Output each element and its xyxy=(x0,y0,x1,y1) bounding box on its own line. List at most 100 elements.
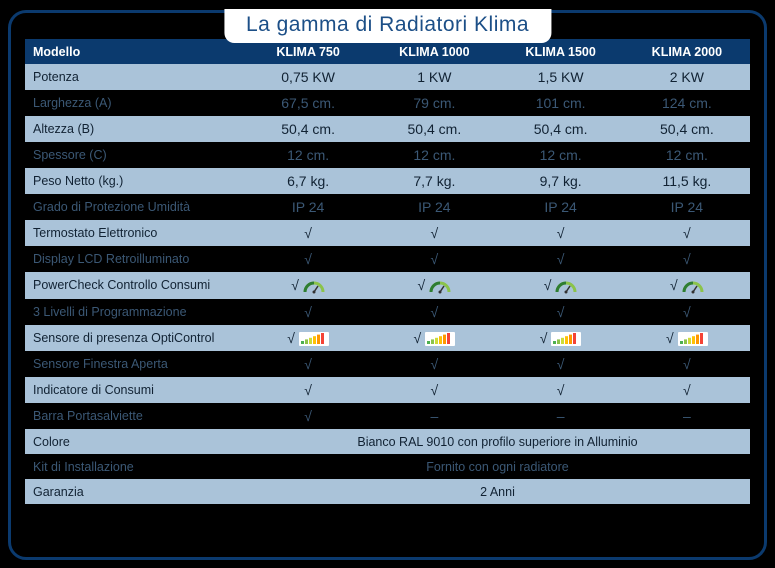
row-cell: √ xyxy=(371,220,497,246)
row-cell: 1,5 KW xyxy=(498,64,624,90)
row-cell: 9,7 kg. xyxy=(498,168,624,194)
row-cell: 0,75 KW xyxy=(245,64,371,90)
bars-icon xyxy=(425,332,455,346)
row-cell: √ xyxy=(624,377,750,403)
gauge-icon xyxy=(303,280,325,294)
row-span-value: Bianco RAL 9010 con profilo superiore in… xyxy=(245,429,750,454)
table-row: Grado di Protezione UmiditàIP 24IP 24IP … xyxy=(25,194,750,220)
table-row: Spessore (C)12 cm.12 cm.12 cm.12 cm. xyxy=(25,142,750,168)
row-cell: √ xyxy=(371,377,497,403)
table-row: 3 Livelli di Programmazione√√√√ xyxy=(25,299,750,325)
row-cell: √ xyxy=(245,403,371,429)
row-cell: √ xyxy=(498,351,624,377)
row-label: PowerCheck Controllo Consumi xyxy=(25,272,245,299)
row-cell: √ xyxy=(624,272,750,299)
col-header: Modello xyxy=(25,39,245,64)
spec-panel: La gamma di Radiatori Klima Modello KLIM… xyxy=(8,10,767,560)
row-cell: √ xyxy=(245,377,371,403)
row-cell: 101 cm. xyxy=(498,90,624,116)
row-cell: 2 KW xyxy=(624,64,750,90)
row-span-value: 2 Anni xyxy=(245,479,750,504)
row-cell: √ xyxy=(624,351,750,377)
row-cell: 79 cm. xyxy=(371,90,497,116)
spec-table: Modello KLIMA 750 KLIMA 1000 KLIMA 1500 … xyxy=(25,39,750,504)
row-cell: 12 cm. xyxy=(624,142,750,168)
row-label: Larghezza (A) xyxy=(25,90,245,116)
row-cell: √ xyxy=(371,299,497,325)
row-label: Sensore Finestra Aperta xyxy=(25,351,245,377)
table-row: Larghezza (A)67,5 cm.79 cm.101 cm.124 cm… xyxy=(25,90,750,116)
col-header: KLIMA 2000 xyxy=(624,39,750,64)
row-label: Kit di Installazione xyxy=(25,454,245,479)
bars-icon xyxy=(299,332,329,346)
gauge-icon xyxy=(555,280,577,294)
row-cell: IP 24 xyxy=(498,194,624,220)
row-cell: IP 24 xyxy=(371,194,497,220)
row-cell: – xyxy=(624,403,750,429)
table-row: Kit di InstallazioneFornito con ogni rad… xyxy=(25,454,750,479)
row-cell: √ xyxy=(498,377,624,403)
table-row: Sensore Finestra Aperta√√√√ xyxy=(25,351,750,377)
row-cell: 124 cm. xyxy=(624,90,750,116)
gauge-icon xyxy=(429,280,451,294)
row-cell: 50,4 cm. xyxy=(624,116,750,142)
row-label: Barra Portasalviette xyxy=(25,403,245,429)
row-label: Indicatore di Consumi xyxy=(25,377,245,403)
row-label: Spessore (C) xyxy=(25,142,245,168)
row-cell: √ xyxy=(624,325,750,352)
row-cell: 11,5 kg. xyxy=(624,168,750,194)
row-label: Termostato Elettronico xyxy=(25,220,245,246)
row-label: Sensore di presenza OptiControl xyxy=(25,325,245,352)
row-cell: 67,5 cm. xyxy=(245,90,371,116)
panel-title: La gamma di Radiatori Klima xyxy=(224,9,551,43)
row-cell: √ xyxy=(624,220,750,246)
table-row: Indicatore di Consumi√√√√ xyxy=(25,377,750,403)
row-cell: √ xyxy=(498,246,624,272)
row-label: Altezza (B) xyxy=(25,116,245,142)
row-label: Potenza xyxy=(25,64,245,90)
table-row: Potenza0,75 KW1 KW1,5 KW2 KW xyxy=(25,64,750,90)
row-cell: √ xyxy=(498,325,624,352)
table-row: Termostato Elettronico√√√√ xyxy=(25,220,750,246)
row-cell: 12 cm. xyxy=(498,142,624,168)
table-row: Display LCD Retroilluminato√√√√ xyxy=(25,246,750,272)
table-row: Garanzia2 Anni xyxy=(25,479,750,504)
table-row: ColoreBianco RAL 9010 con profilo superi… xyxy=(25,429,750,454)
row-cell: – xyxy=(498,403,624,429)
row-label: Peso Netto (kg.) xyxy=(25,168,245,194)
row-cell: √ xyxy=(245,246,371,272)
row-cell: 7,7 kg. xyxy=(371,168,497,194)
bars-icon xyxy=(551,332,581,346)
row-label: Garanzia xyxy=(25,479,245,504)
row-cell: √ xyxy=(371,351,497,377)
row-cell: √ xyxy=(371,272,497,299)
row-label: Display LCD Retroilluminato xyxy=(25,246,245,272)
row-cell: √ xyxy=(245,299,371,325)
row-cell: √ xyxy=(624,299,750,325)
row-cell: 1 KW xyxy=(371,64,497,90)
table-row: Altezza (B)50,4 cm.50,4 cm.50,4 cm.50,4 … xyxy=(25,116,750,142)
row-label: 3 Livelli di Programmazione xyxy=(25,299,245,325)
row-cell: √ xyxy=(245,220,371,246)
row-cell: 50,4 cm. xyxy=(498,116,624,142)
row-span-value: Fornito con ogni radiatore xyxy=(245,454,750,479)
row-cell: 12 cm. xyxy=(371,142,497,168)
row-cell: √ xyxy=(371,246,497,272)
table-row: Barra Portasalviette√––– xyxy=(25,403,750,429)
row-cell: √ xyxy=(245,325,371,352)
bars-icon xyxy=(678,332,708,346)
row-cell: IP 24 xyxy=(624,194,750,220)
row-cell: 50,4 cm. xyxy=(245,116,371,142)
row-cell: √ xyxy=(245,351,371,377)
gauge-icon xyxy=(682,280,704,294)
row-cell: – xyxy=(371,403,497,429)
row-cell: √ xyxy=(624,246,750,272)
row-label: Colore xyxy=(25,429,245,454)
row-cell: 50,4 cm. xyxy=(371,116,497,142)
row-cell: √ xyxy=(498,299,624,325)
row-cell: √ xyxy=(498,272,624,299)
row-cell: 6,7 kg. xyxy=(245,168,371,194)
row-cell: √ xyxy=(371,325,497,352)
row-cell: √ xyxy=(245,272,371,299)
table-row: Sensore di presenza OptiControl√√√√ xyxy=(25,325,750,352)
